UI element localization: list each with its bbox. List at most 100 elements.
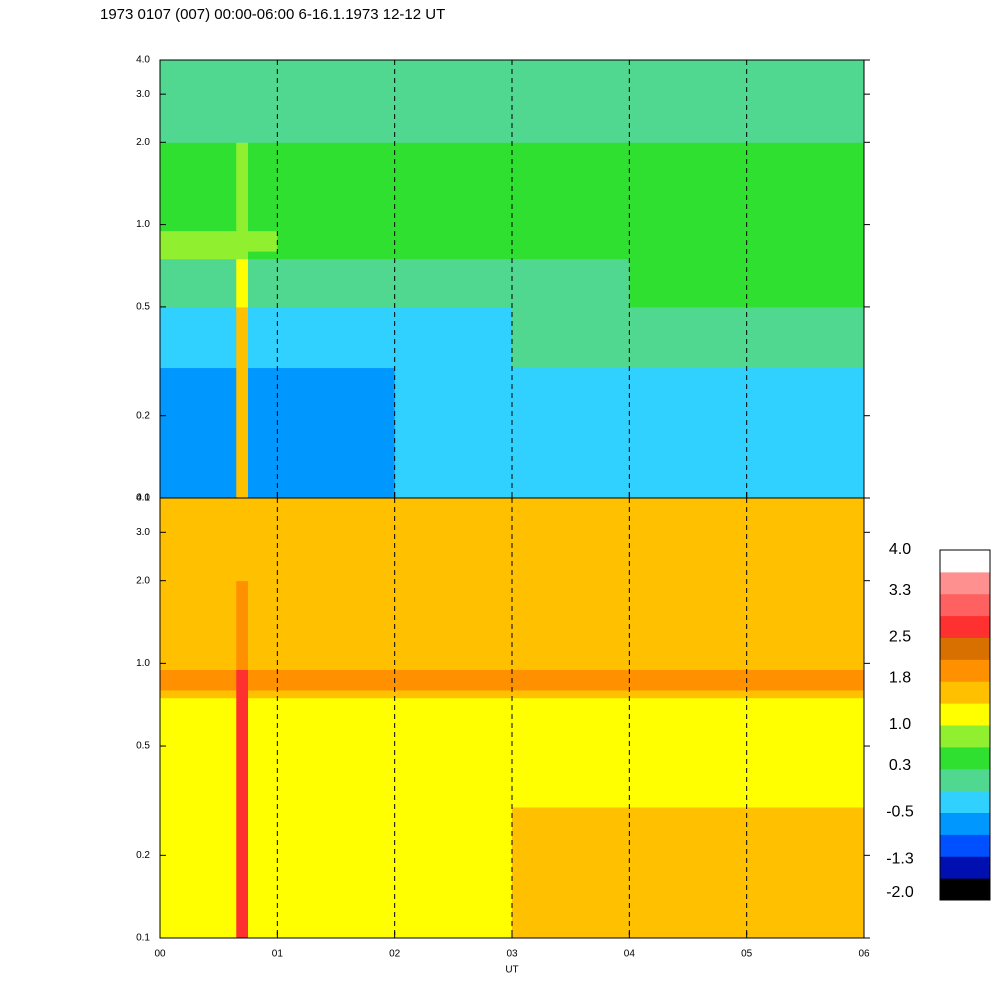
heatmap-cell	[629, 498, 748, 582]
heatmap-cell	[277, 258, 396, 308]
heatmap-cell	[512, 367, 630, 499]
heatmap-cell	[160, 367, 237, 499]
colorbar-block	[940, 878, 990, 901]
heatmap-cell	[512, 689, 630, 699]
heatmap-cell	[512, 697, 630, 747]
heatmap-cell	[277, 306, 396, 369]
plot-frame	[159, 497, 865, 939]
heatmap-cell	[394, 746, 513, 808]
y-tick-label: 3.0	[136, 527, 150, 538]
x-tick-label: 01	[272, 949, 284, 960]
heatmap-cell	[248, 806, 278, 939]
heatmap-cell	[160, 306, 237, 369]
heatmap-cell	[629, 60, 748, 143]
heatmap-cell	[248, 251, 278, 260]
heatmap-cell	[512, 306, 630, 369]
heatmap-cell	[277, 689, 396, 699]
heatmap-cell	[746, 306, 865, 369]
heatmap-cell	[512, 230, 630, 252]
heatmap-cell	[746, 746, 865, 808]
chart-title: 1973 0107 (007) 00:00-06:00 6-16.1.1973 …	[100, 6, 445, 23]
heatmap-cell	[236, 367, 249, 499]
heatmap-cell	[629, 230, 748, 252]
colorbar-tick-label: 4.0	[889, 541, 911, 558]
heatmap-cell	[160, 697, 237, 747]
heatmap-cell	[248, 142, 278, 232]
heatmap-cell	[629, 142, 748, 232]
heatmap-cell	[277, 230, 396, 252]
colorbar-block	[940, 703, 990, 726]
heatmap-cell	[277, 697, 396, 747]
x-tick-label: 03	[506, 949, 518, 960]
colorbar-tick-label: 1.8	[889, 670, 911, 687]
colorbar-tick-label: -1.3	[886, 850, 914, 867]
y-tick-label: 0.1	[136, 933, 150, 944]
heatmap-cell	[277, 746, 396, 808]
x-tick-label: 02	[389, 949, 401, 960]
heatmap-cell	[160, 806, 237, 939]
heatmap-cell	[236, 60, 249, 143]
heatmap-cell	[248, 367, 278, 499]
heatmap-cell	[236, 306, 249, 369]
heatmap-cell	[394, 580, 513, 670]
heatmap-cell	[236, 689, 249, 699]
y-tick-label: 2.0	[136, 137, 150, 148]
heatmap-cell	[512, 142, 630, 232]
y-tick-label: 1.0	[136, 219, 150, 230]
y-tick-label: 0.5	[136, 741, 150, 752]
y-tick-label: 2.0	[136, 575, 150, 586]
heatmap-cell	[512, 258, 630, 308]
colorbar-block	[940, 659, 990, 682]
heatmap-cell	[394, 367, 513, 499]
heatmap-cell	[629, 669, 748, 691]
y-tick-label: 3.0	[136, 89, 150, 100]
heatmap-cell	[394, 142, 513, 232]
heatmap-cell	[394, 689, 513, 699]
colorbar-tick-label: 2.5	[889, 629, 911, 646]
heatmap-cell	[394, 697, 513, 747]
heatmap-cell	[160, 60, 237, 143]
colorbar-tick-label: 0.3	[889, 757, 911, 774]
heatmap-cell	[277, 806, 396, 939]
heatmap-cell	[236, 580, 249, 670]
heatmap-cell	[629, 306, 748, 369]
heatmap-cell	[236, 142, 249, 232]
colorbar-frame	[939, 549, 991, 901]
colorbar-block	[940, 856, 990, 879]
heatmap-cell	[248, 230, 278, 252]
heatmap-cell	[160, 669, 237, 691]
heatmap-cell	[248, 669, 278, 691]
colorbar-tick-label: 3.3	[889, 582, 911, 599]
heatmap-cell	[629, 251, 748, 260]
x-tick-label: 05	[741, 949, 753, 960]
x-axis-label: UT	[505, 965, 518, 976]
colorbar-block	[940, 790, 990, 813]
colorbar-tick-label: 1.0	[889, 716, 911, 733]
y-tick-label: 1.0	[136, 658, 150, 669]
heatmap-cell	[746, 142, 865, 232]
y-tick-label: 0.1	[136, 493, 150, 504]
heatmap-cell	[236, 669, 249, 691]
heatmap-cell	[248, 580, 278, 670]
y-tick-label: 0.2	[136, 850, 150, 861]
heatmap-cell	[160, 689, 237, 699]
heatmap-cell	[512, 669, 630, 691]
colorbar-block	[940, 637, 990, 660]
colorbar-block	[940, 768, 990, 792]
colorbar-block	[940, 593, 990, 617]
heatmap-cell	[629, 580, 748, 670]
colorbar-block	[940, 615, 990, 638]
heatmap-cell	[236, 498, 249, 582]
heatmap-cell	[394, 60, 513, 143]
heatmap-cell	[160, 230, 237, 252]
heatmap-cell	[160, 251, 237, 260]
heatmap-cell	[277, 669, 396, 691]
heatmap-cell	[248, 746, 278, 808]
heatmap-cell	[248, 689, 278, 699]
heatmap-cell	[629, 689, 748, 699]
heatmap-cell	[277, 367, 396, 499]
heatmap-cell	[512, 251, 630, 260]
heatmap-cell	[236, 746, 249, 808]
heatmap-cell	[746, 251, 865, 260]
